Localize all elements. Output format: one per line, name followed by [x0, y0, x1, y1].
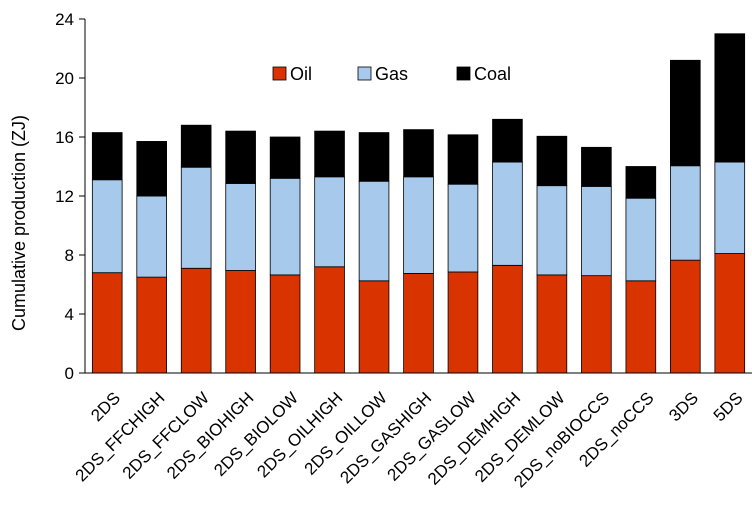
y-tick-label: 16: [55, 128, 74, 147]
bar-segment-gas: [269, 177, 301, 276]
y-axis: 0 4 8 12 16 20 24: [55, 10, 86, 383]
bar-segment-gas: [136, 195, 167, 278]
bar-segment-coal: [91, 132, 123, 181]
bar-segment-gas: [225, 183, 256, 271]
bar-segment-coal: [225, 130, 256, 184]
bar-segment-oil: [269, 274, 301, 374]
y-axis-title: Cumulative production (ZJ): [9, 115, 29, 331]
bar-segment-oil: [225, 270, 256, 374]
x-tick-label: 5DS: [710, 388, 747, 425]
bar-segment-gas: [581, 186, 612, 277]
bar-segment-coal: [447, 134, 479, 185]
bar-segment-oil: [447, 271, 479, 374]
legend-swatch-oil: [272, 66, 287, 81]
bar-segment-oil: [536, 274, 568, 374]
legend-label-oil: Oil: [290, 64, 312, 84]
bar-segment-oil: [136, 276, 167, 374]
bar-segment-coal: [714, 33, 746, 163]
y-tick-label: 0: [65, 364, 74, 383]
bar-segment-gas: [492, 161, 523, 266]
y-tick-label: 4: [65, 305, 74, 324]
bar-segment-gas: [714, 161, 746, 254]
bar-segment-coal: [269, 136, 301, 179]
bar-segment-coal: [670, 59, 701, 167]
x-tick-label: 3DS: [665, 388, 702, 425]
legend-label-gas: Gas: [375, 64, 408, 84]
bar-segment-gas: [625, 197, 657, 282]
bar-segment-gas: [314, 176, 345, 268]
bar-segment-gas: [670, 165, 701, 261]
bar-segment-oil: [581, 275, 612, 374]
bar-segment-coal: [492, 118, 523, 163]
bar-segment-oil: [625, 280, 657, 374]
bar-segment-oil: [670, 259, 701, 374]
bar-segment-coal: [536, 135, 568, 187]
y-tick-label: 8: [65, 246, 74, 265]
bar-segment-oil: [714, 253, 746, 374]
bar-segment-coal: [136, 141, 167, 197]
legend: Oil Gas Coal: [272, 64, 511, 84]
bar-segment-gas: [180, 166, 212, 269]
legend-swatch-gas: [357, 66, 372, 81]
bar-segment-oil: [314, 266, 345, 374]
bar-segment-coal: [180, 124, 212, 168]
legend-swatch-coal: [456, 66, 471, 81]
bar-segment-gas: [358, 180, 390, 282]
x-tick-label: 2DS: [87, 388, 124, 425]
bar-segment-coal: [314, 130, 345, 178]
bar-segment-gas: [536, 185, 568, 276]
bar-segment-oil: [492, 264, 523, 374]
bar-segment-coal: [403, 129, 434, 178]
bar-segment-gas: [447, 183, 479, 273]
bars: [91, 33, 746, 374]
y-tick-label: 20: [55, 69, 74, 88]
bar-segment-oil: [91, 272, 123, 374]
x-axis: 2DS2DS_FFCHIGH2DS_FFCLOW2DS_BIOHIGH2DS_B…: [72, 372, 752, 491]
y-tick-label: 12: [55, 187, 74, 206]
bar-segment-coal: [625, 166, 657, 199]
bar-segment-oil: [180, 267, 212, 374]
legend-label-coal: Coal: [474, 64, 511, 84]
bar-segment-gas: [91, 179, 123, 274]
bar-segment-coal: [358, 132, 390, 182]
bar-segment-oil: [403, 273, 434, 374]
bar-segment-oil: [358, 280, 390, 374]
y-tick-label: 24: [55, 10, 74, 29]
bar-segment-coal: [581, 146, 612, 187]
bar-segment-gas: [403, 176, 434, 274]
